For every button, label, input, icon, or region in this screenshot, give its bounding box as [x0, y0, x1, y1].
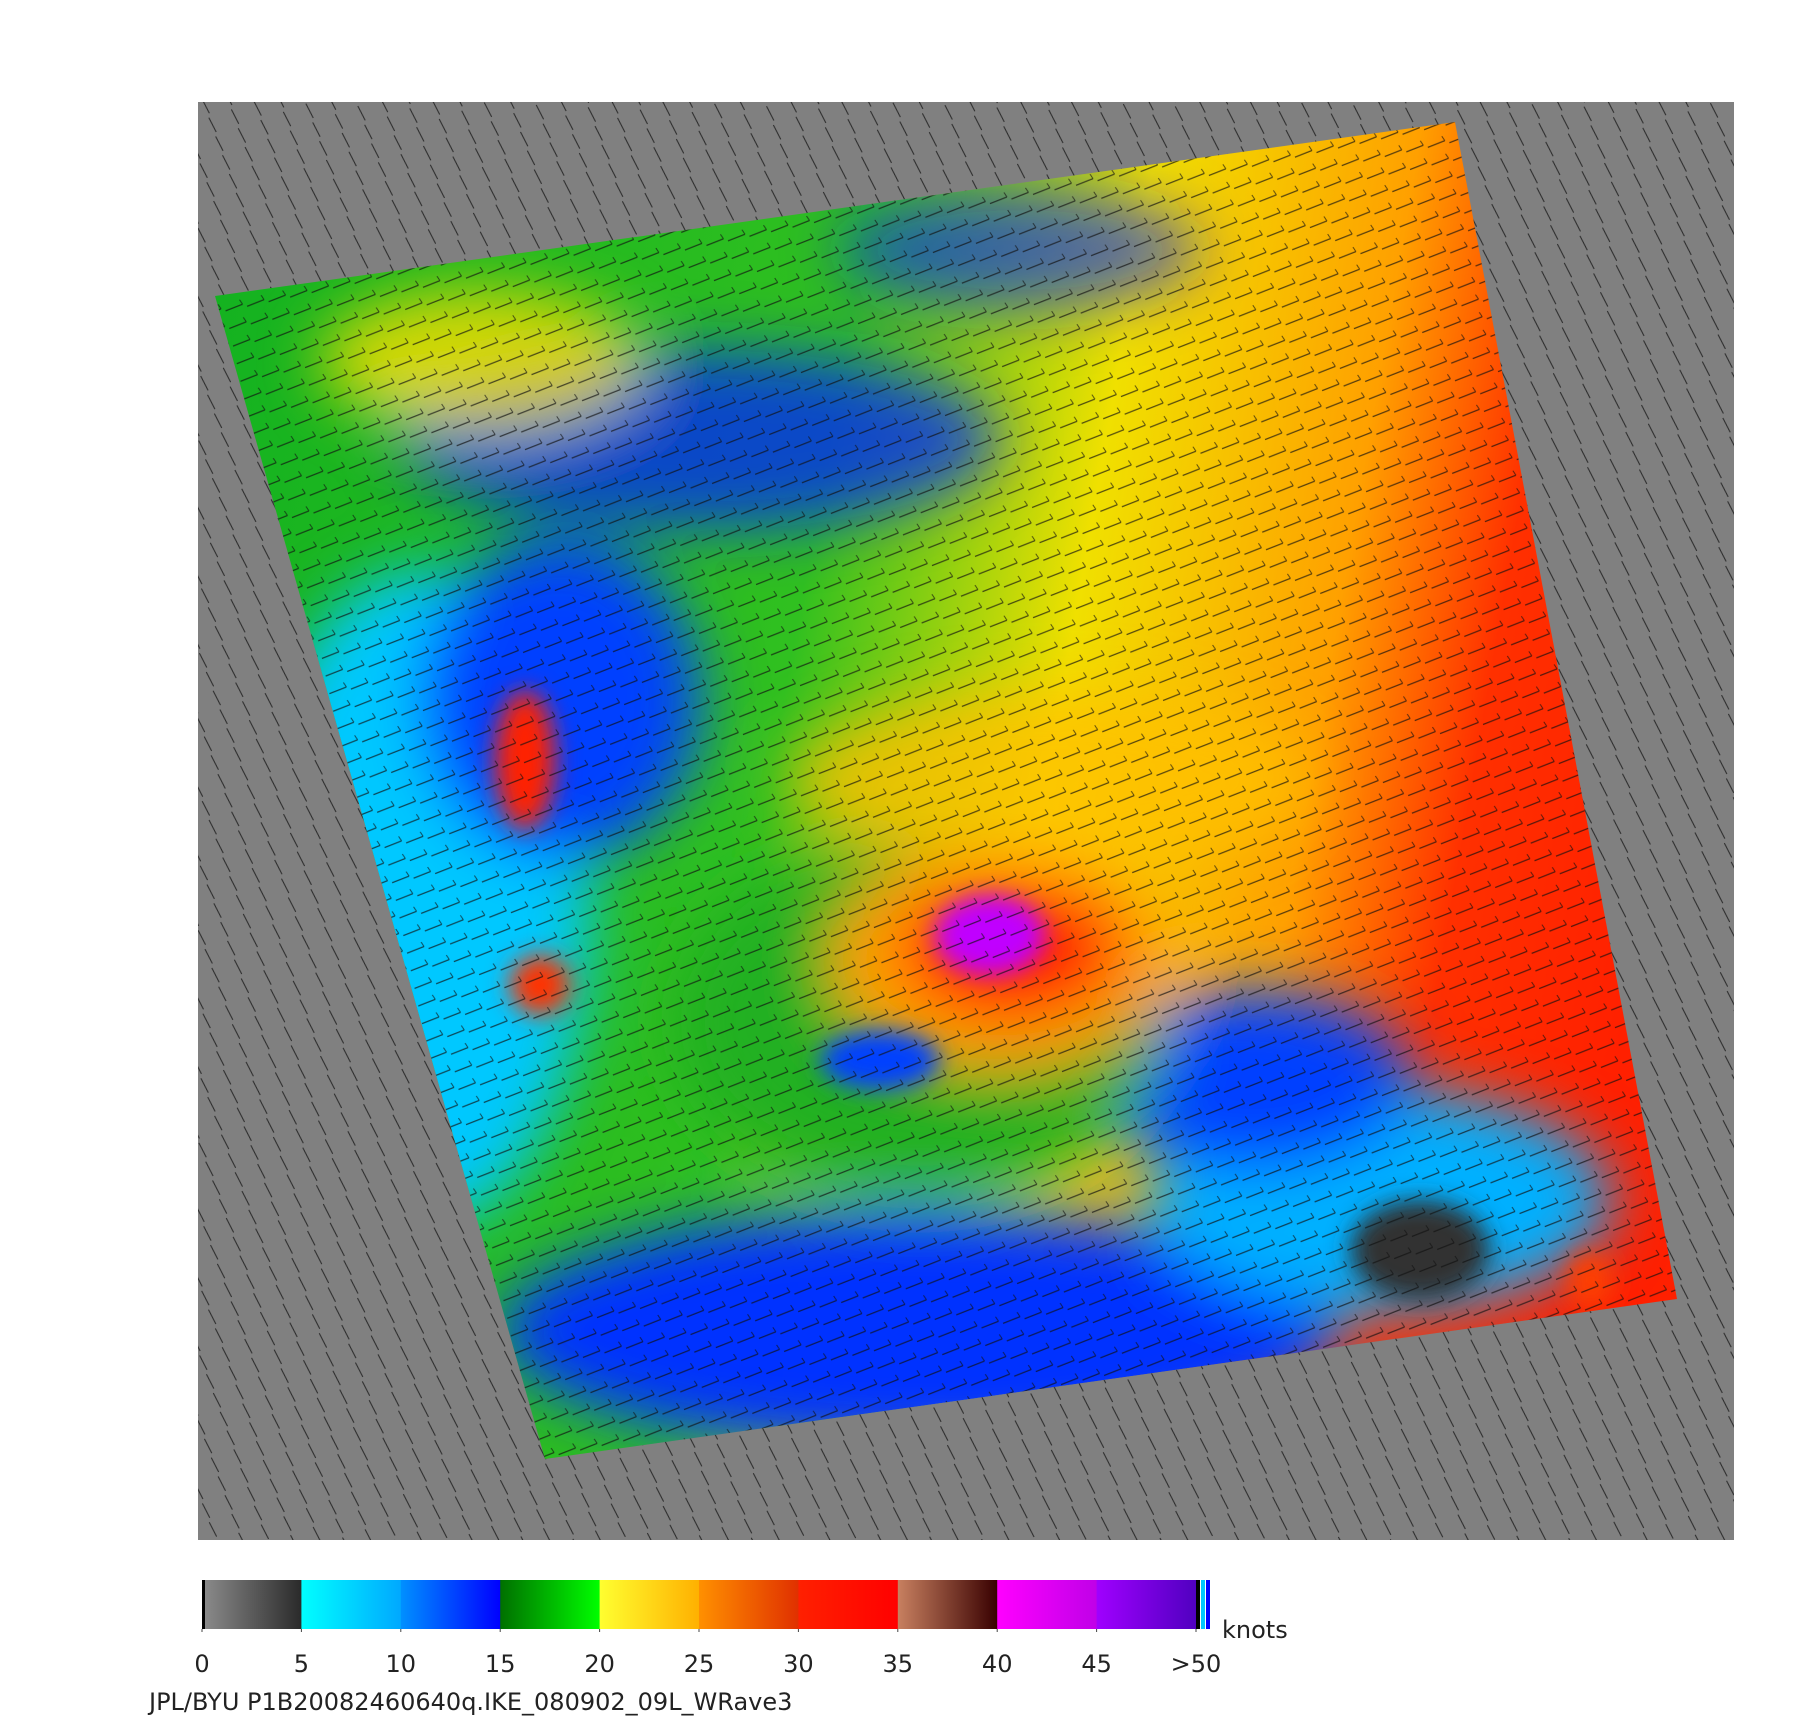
colorbar-tick-label: 20: [584, 1650, 615, 1678]
colorbar-end-stripe: [1206, 1580, 1210, 1629]
colorbar-tick-label: 30: [783, 1650, 814, 1678]
colorbar-edge: [202, 1580, 205, 1629]
colorbar-segment: [500, 1580, 601, 1629]
footer: JPL/BYU P1B20082460640q.IKE_080902_09L_W…: [147, 1688, 792, 1716]
colorbar-segment: [897, 1580, 998, 1629]
wind-swath: [215, 122, 1677, 1459]
colorbar-tick-label: 45: [1081, 1650, 1112, 1678]
colorbar-segment: [798, 1580, 899, 1629]
colorbar-segment: [599, 1580, 700, 1629]
colorbar-tick-label: 40: [982, 1650, 1013, 1678]
colorbar-tick-label: 5: [294, 1650, 309, 1678]
colorbar-tick-label: >50: [1171, 1650, 1222, 1678]
colorbar-tick-label: 10: [386, 1650, 417, 1678]
colorbar-tick-label: 35: [883, 1650, 914, 1678]
colorbar: 0 5 10 15 20 25 30 35 40 45 >50: [194, 1580, 1221, 1678]
colorbar-segment: [301, 1580, 402, 1629]
colorbar-segment: [997, 1580, 1098, 1629]
colorbar-segment: [202, 1580, 302, 1629]
colorbar-segment: [400, 1580, 501, 1629]
colorbar-tick-label: 0: [194, 1650, 209, 1678]
colorbar-tick-label: 15: [485, 1650, 516, 1678]
colorbar-segment: [1096, 1580, 1197, 1629]
colorbar-tick-label: 25: [684, 1650, 715, 1678]
colorbar-unit: knots: [1222, 1616, 1288, 1644]
colorbar-segment: [699, 1580, 799, 1629]
colorbar-end-stripe: [1201, 1580, 1205, 1629]
colorbar-end-stripe: [1196, 1580, 1200, 1629]
